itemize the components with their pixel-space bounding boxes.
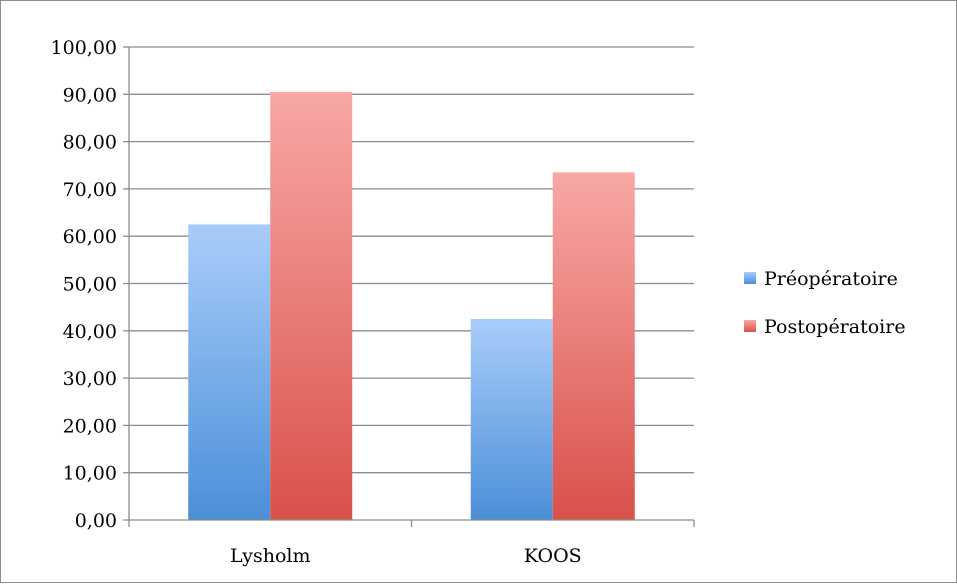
y-tick-label: 70,00 — [63, 179, 117, 201]
axes — [123, 46, 695, 527]
legend-item-postoperatoire: Postopératoire — [744, 316, 906, 338]
legend-label: Préopératoire — [764, 268, 898, 290]
bar-preoperatoire-lysholm — [188, 224, 271, 520]
y-tick-label: 30,00 — [63, 368, 117, 390]
legend-item-preoperatoire: Préopératoire — [744, 268, 898, 290]
bar-preoperatoire-koos — [470, 318, 553, 520]
y-tick-label: 40,00 — [63, 321, 117, 343]
y-tick-label: 100,00 — [51, 37, 117, 59]
x-tick-label: Lysholm — [230, 545, 311, 567]
legend-swatch — [744, 272, 756, 284]
legend-label: Postopératoire — [764, 316, 906, 338]
legend-swatch — [744, 320, 756, 332]
bars — [188, 91, 635, 520]
y-tick-label: 90,00 — [63, 84, 117, 106]
x-tick-label: KOOS — [524, 545, 582, 567]
y-tick-label: 80,00 — [63, 132, 117, 154]
y-tick-label: 60,00 — [63, 226, 117, 248]
y-tick-label: 50,00 — [63, 274, 117, 296]
legend: Préopératoire Postopératoire — [744, 268, 906, 338]
y-tick-label: 10,00 — [63, 463, 117, 485]
y-tick-label: 0,00 — [75, 510, 117, 532]
tick-labels: 0,00 10,00 20,00 30,00 40,00 50,00 60,00 70,00 8… — [51, 37, 582, 567]
y-tick-label: 20,00 — [63, 415, 117, 437]
bar-postoperatoire-koos — [552, 172, 635, 520]
bar-postoperatoire-lysholm — [270, 91, 353, 520]
